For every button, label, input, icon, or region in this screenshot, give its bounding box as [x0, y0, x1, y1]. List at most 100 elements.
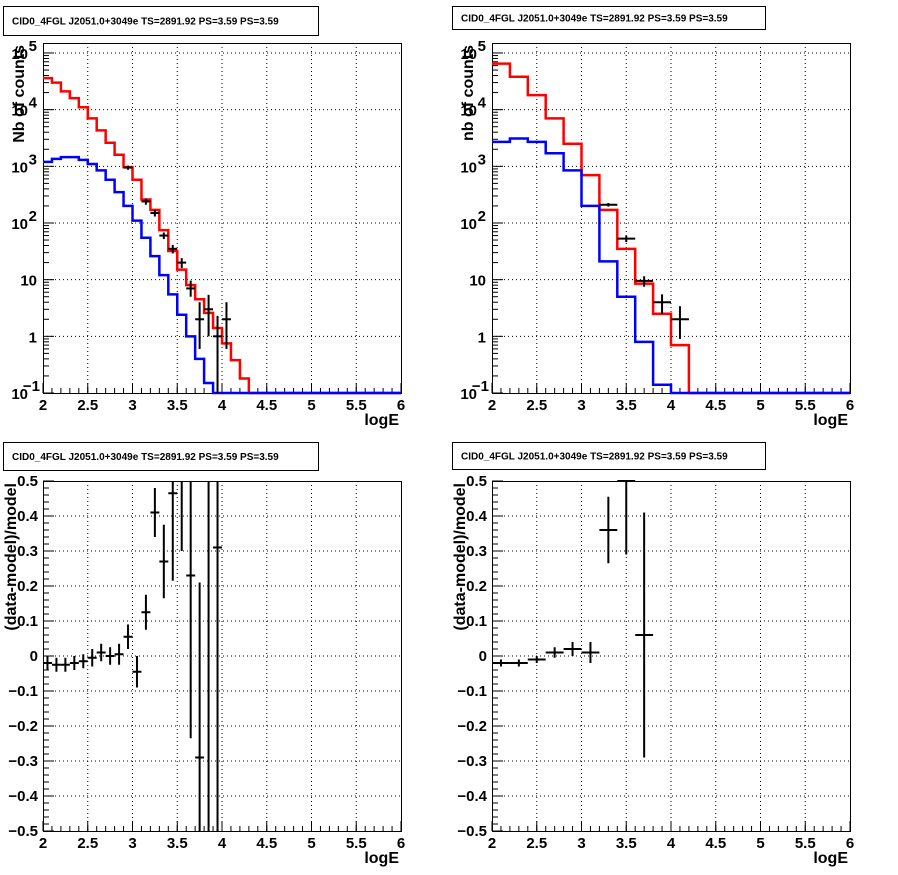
title-box: [3, 6, 319, 36]
x-tick-label: 6: [397, 835, 405, 852]
y-tick-exponent: 4: [478, 95, 487, 112]
series-2-histogram: [492, 137, 850, 395]
residual-point: [168, 481, 178, 581]
chart-title: CID0_4FGL J2051.0+3049e TS=2891.92 PS=3.…: [461, 14, 728, 25]
residual-point: [635, 512, 654, 758]
residual-point: [87, 649, 97, 667]
x-tick-label: 3: [577, 397, 585, 414]
y-tick-label: 0.1: [466, 613, 487, 630]
x-tick-label: 4.5: [256, 397, 277, 414]
x-tick-label: 4: [667, 835, 676, 852]
residual-point: [78, 654, 88, 669]
y-tick-exponent: −1: [23, 378, 40, 395]
x-tick-label: 6: [846, 397, 854, 414]
y-tick-label: 10: [460, 46, 477, 63]
x-tick-label: 2: [488, 835, 496, 852]
y-tick-label: −0.1: [457, 683, 487, 700]
x-tick-label: 5: [756, 397, 764, 414]
y-tick-label: 10: [460, 159, 477, 176]
chart-title: CID0_4FGL J2051.0+3049e TS=2891.92 PS=3.…: [461, 452, 728, 463]
x-axis-label: logE: [364, 412, 399, 429]
x-tick-label: 4: [667, 397, 676, 414]
x-tick-label: 3.5: [167, 397, 188, 414]
y-tick-label: −0.3: [457, 753, 487, 770]
residual-point: [141, 594, 151, 630]
y-tick-label: −0.2: [8, 718, 38, 735]
y-tick-label: 10: [11, 103, 28, 120]
data-point: [159, 232, 169, 240]
y-tick-exponent: −1: [472, 378, 489, 395]
data-point: [123, 165, 133, 170]
title-box: [452, 442, 766, 470]
y-tick-label: 0: [30, 648, 38, 665]
x-tick-label: 4: [218, 835, 227, 852]
y-tick-label: 0.3: [17, 543, 38, 560]
residual-point: [599, 496, 618, 564]
y-tick-exponent: 2: [29, 208, 37, 225]
data-point: [671, 306, 689, 339]
x-tick-label: 3: [128, 835, 136, 852]
x-tick-label: 4: [218, 397, 227, 414]
y-tick-label: 0.5: [466, 473, 487, 490]
y-tick-label: 10: [11, 46, 28, 63]
residual-point: [527, 656, 546, 663]
x-tick-label: 6: [846, 835, 854, 852]
y-axis-label: Nb of counts: [11, 45, 28, 143]
y-tick-label: −0.5: [457, 823, 487, 840]
y-tick-label: 0.2: [17, 578, 38, 595]
x-axis-label: logE: [813, 850, 848, 867]
data-point: [177, 258, 187, 269]
y-axis-label: (data-model)/model: [452, 483, 469, 631]
x-tick-label: 2.5: [77, 397, 98, 414]
x-tick-label: 2: [488, 397, 496, 414]
y-axis-label: (data-model)/model: [3, 483, 20, 631]
chart-panel-2: CID0_4FGL J2051.0+3049e TS=2891.92 PS=3.…: [452, 6, 854, 429]
y-tick-label: −0.2: [457, 718, 487, 735]
x-tick-label: 5.5: [795, 835, 816, 852]
x-tick-label: 4.5: [705, 397, 726, 414]
data-point: [168, 244, 178, 254]
x-tick-label: 4.5: [256, 835, 277, 852]
x-tick-label: 5.5: [346, 397, 367, 414]
data-point: [222, 302, 231, 349]
y-tick-label: −0.1: [8, 683, 38, 700]
residual-point: [51, 657, 61, 672]
series-1-histogram: [492, 62, 850, 395]
y-axis-label: nb of counts: [460, 45, 477, 141]
x-tick-label: 5: [307, 835, 315, 852]
x-tick-label: 2.5: [77, 835, 98, 852]
title-box: [3, 442, 319, 471]
y-tick-label: 0: [479, 648, 487, 665]
y-tick-label: 1: [478, 329, 486, 346]
y-tick-label: 10: [11, 216, 28, 233]
data-point: [599, 203, 618, 207]
y-tick-label: 1: [29, 329, 37, 346]
residual-point: [96, 643, 106, 662]
y-tick-exponent: 5: [29, 38, 37, 55]
chart-panel-3: CID0_4FGL J2051.0+3049e TS=2891.92 PS=3.…: [3, 442, 405, 867]
data-point: [213, 315, 222, 393]
x-tick-label: 3.5: [616, 835, 637, 852]
y-tick-exponent: 4: [29, 95, 38, 112]
data-point: [617, 235, 636, 243]
y-tick-label: 0.4: [466, 508, 488, 525]
residual-point: [105, 647, 115, 665]
residual-point: [195, 582, 205, 831]
y-tick-exponent: 3: [29, 151, 37, 168]
x-tick-label: 2: [39, 835, 47, 852]
residual-point: [563, 642, 582, 656]
y-tick-label: 0.3: [466, 543, 487, 560]
data-point: [204, 294, 214, 337]
y-tick-label: −0.4: [457, 788, 487, 805]
chart-panel-1: CID0_4FGL J2051.0+3049e TS=2891.92 PS=3.…: [3, 6, 405, 429]
y-tick-label: −0.4: [8, 788, 38, 805]
y-tick-label: 10: [460, 216, 477, 233]
title-box: [452, 6, 766, 30]
x-tick-label: 5: [756, 835, 764, 852]
y-tick-label: −0.3: [8, 753, 38, 770]
x-tick-label: 6: [397, 397, 405, 414]
y-tick-label: 10: [11, 386, 28, 403]
chart-panel-4: CID0_4FGL J2051.0+3049e TS=2891.92 PS=3.…: [452, 442, 854, 867]
data-point: [635, 276, 654, 287]
y-tick-label: 0.4: [17, 508, 39, 525]
